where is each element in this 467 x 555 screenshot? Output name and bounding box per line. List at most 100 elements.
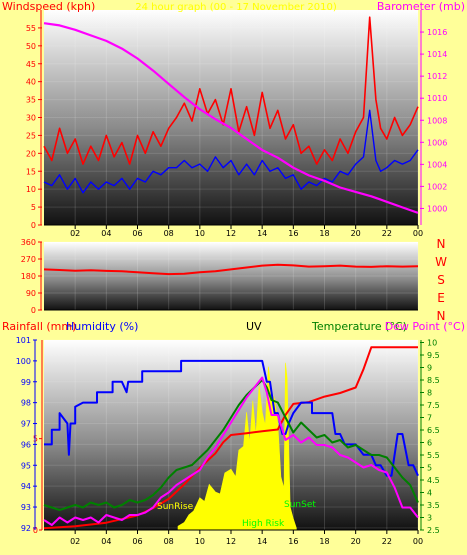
climate-x-tick-label-16: 16 bbox=[288, 537, 298, 546]
wind-x-tick-label-20: 20 bbox=[351, 229, 361, 238]
barometer-y-tick-label-1012: 1012 bbox=[427, 72, 447, 81]
windspeed-y-tick-label-25: 25 bbox=[26, 131, 36, 140]
wind-direction-series bbox=[43, 263, 419, 276]
humidity-axis-title: Humidity (%) bbox=[66, 320, 138, 333]
dewpoint-line bbox=[43, 376, 419, 526]
compass-label-e: E bbox=[437, 291, 445, 305]
barometer-y-tick-label-1004: 1004 bbox=[427, 160, 447, 169]
temperature-y-tick-label-5: 5 bbox=[427, 464, 432, 473]
windspeed-y-tick-label-10: 10 bbox=[26, 185, 36, 194]
barometer-y-tick-label-1008: 1008 bbox=[427, 116, 447, 125]
windspeed-y-tick-label-45: 45 bbox=[26, 60, 36, 69]
temperature-y-tick-label-9: 9 bbox=[427, 364, 432, 373]
barometer-y-tick-label-1006: 1006 bbox=[427, 138, 447, 147]
rainfall-axis-title: Rainfall (mm) bbox=[2, 320, 76, 333]
wind-panel: 0510152025303540455055100010021004100610… bbox=[2, 0, 465, 238]
dewpoint-axis-title: Dew Point (°C) bbox=[385, 320, 465, 333]
wind-x-tick-label-02: 02 bbox=[70, 229, 80, 238]
humidity-y-tick-label-94: 94 bbox=[21, 482, 31, 491]
climate-axes: 9293949596979899100101052.533.544.555.56… bbox=[16, 336, 440, 546]
humidity-y-tick-label-92: 92 bbox=[21, 524, 31, 533]
climate-x-tick-label-06: 06 bbox=[132, 537, 142, 546]
graph-period-title: 24 hour graph (00 - 17 November 2010) bbox=[135, 2, 337, 13]
climate-x-tick-label-22: 22 bbox=[382, 537, 392, 546]
gust-average-line bbox=[43, 109, 419, 194]
climate-x-tick-label-10: 10 bbox=[195, 537, 205, 546]
wind-series bbox=[43, 16, 419, 214]
humidity-y-tick-label-99: 99 bbox=[21, 378, 31, 387]
compass-label-s: S bbox=[437, 273, 445, 287]
uv-area bbox=[177, 362, 297, 531]
direction-y-tick-label-180: 180 bbox=[21, 272, 36, 281]
humidity-y-tick-label-96: 96 bbox=[21, 440, 31, 449]
humidity-y-tick-label-100: 100 bbox=[16, 357, 31, 366]
windspeed-y-tick-label-20: 20 bbox=[26, 149, 36, 158]
humidity-y-tick-label-101: 101 bbox=[16, 336, 31, 345]
wind-x-tick-label-00: 00 bbox=[413, 229, 423, 238]
wind-x-tick-label-22: 22 bbox=[382, 229, 392, 238]
humidity-y-tick-label-95: 95 bbox=[21, 461, 31, 470]
climate-x-tick-label-14: 14 bbox=[257, 537, 267, 546]
temperature-line bbox=[43, 379, 419, 511]
temperature-y-tick-label-9.5: 9.5 bbox=[427, 351, 440, 360]
humidity-y-tick-label-97: 97 bbox=[21, 420, 31, 429]
windspeed-y-tick-label-55: 55 bbox=[26, 24, 36, 33]
barometer-line bbox=[43, 22, 419, 214]
wind-x-tick-label-18: 18 bbox=[319, 229, 329, 238]
windspeed-axis-title: Windspeed (kph) bbox=[2, 0, 95, 13]
barometer-y-tick-label-1014: 1014 bbox=[427, 50, 447, 59]
direction-y-tick-label-90: 90 bbox=[26, 289, 36, 298]
barometer-y-tick-label-1010: 1010 bbox=[427, 94, 447, 103]
temperature-y-tick-label-10: 10 bbox=[427, 339, 437, 348]
climate-x-tick-label-12: 12 bbox=[226, 537, 236, 546]
climate-x-tick-label-18: 18 bbox=[319, 537, 329, 546]
wind-direction-grid bbox=[44, 241, 419, 311]
wind-direction-axes: 0 90 180 270 360 bbox=[21, 238, 418, 315]
uv-axis-title: UV bbox=[246, 320, 262, 333]
temperature-y-tick-label-5.5: 5.5 bbox=[427, 451, 440, 460]
wind-x-tick-label-12: 12 bbox=[226, 229, 236, 238]
humidity-y-tick-label-98: 98 bbox=[21, 399, 31, 408]
rainfall-y-tick-label-0: 0 bbox=[33, 526, 38, 535]
windspeed-y-tick-label-40: 40 bbox=[26, 78, 36, 87]
windspeed-y-tick-label-50: 50 bbox=[26, 42, 36, 51]
temperature-y-tick-label-8.5: 8.5 bbox=[427, 376, 440, 385]
climate-series bbox=[43, 346, 419, 531]
climate-x-tick-label-00: 00 bbox=[413, 537, 423, 546]
temperature-y-tick-label-7: 7 bbox=[427, 414, 432, 423]
temperature-y-tick-label-6.5: 6.5 bbox=[427, 426, 440, 435]
windspeed-line bbox=[43, 16, 419, 165]
climate-panel: 9293949596979899100101052.533.544.555.56… bbox=[2, 320, 465, 546]
wind-x-tick-label-10: 10 bbox=[195, 229, 205, 238]
wind-x-tick-label-08: 08 bbox=[164, 229, 174, 238]
climate-x-tick-label-08: 08 bbox=[164, 537, 174, 546]
temperature-y-tick-label-8: 8 bbox=[427, 389, 432, 398]
wind-panel-background bbox=[44, 10, 418, 225]
compass-label-n-top: N bbox=[437, 237, 446, 251]
sunrise-label: SunRise bbox=[157, 502, 194, 512]
barometer-y-tick-label-1016: 1016 bbox=[427, 28, 447, 37]
direction-y-tick-label-360: 360 bbox=[21, 238, 36, 247]
temperature-y-tick-label-4.5: 4.5 bbox=[427, 476, 440, 485]
windspeed-y-tick-label-0: 0 bbox=[31, 221, 36, 230]
wind-x-tick-label-06: 06 bbox=[132, 229, 142, 238]
compass-label-w: W bbox=[435, 255, 447, 269]
sunset-label: SunSet bbox=[284, 500, 316, 510]
wind-axes: 0510152025303540455055100010021004100610… bbox=[26, 10, 447, 238]
barometer-axis-title: Barometer (mb) bbox=[377, 0, 465, 13]
wind-grid bbox=[44, 10, 419, 226]
temperature-y-tick-label-4: 4 bbox=[427, 489, 432, 498]
humidity-y-tick-label-93: 93 bbox=[21, 503, 31, 512]
temperature-axis-title: Temperature (°C) bbox=[311, 320, 407, 333]
temperature-y-tick-label-6: 6 bbox=[427, 439, 432, 448]
climate-x-tick-label-02: 02 bbox=[70, 537, 80, 546]
direction-y-tick-label-270: 270 bbox=[21, 255, 36, 264]
uv-high-risk-label: High Risk bbox=[242, 519, 285, 529]
wind-direction-line bbox=[43, 263, 419, 276]
climate-x-tick-label-20: 20 bbox=[351, 537, 361, 546]
wind-direction-panel: 0 90 180 270 360 N W S E N bbox=[21, 237, 447, 323]
windspeed-y-tick-label-35: 35 bbox=[26, 96, 36, 105]
climate-x-tick-label-04: 04 bbox=[101, 537, 111, 546]
compass-label-n-bottom: N bbox=[437, 309, 446, 323]
